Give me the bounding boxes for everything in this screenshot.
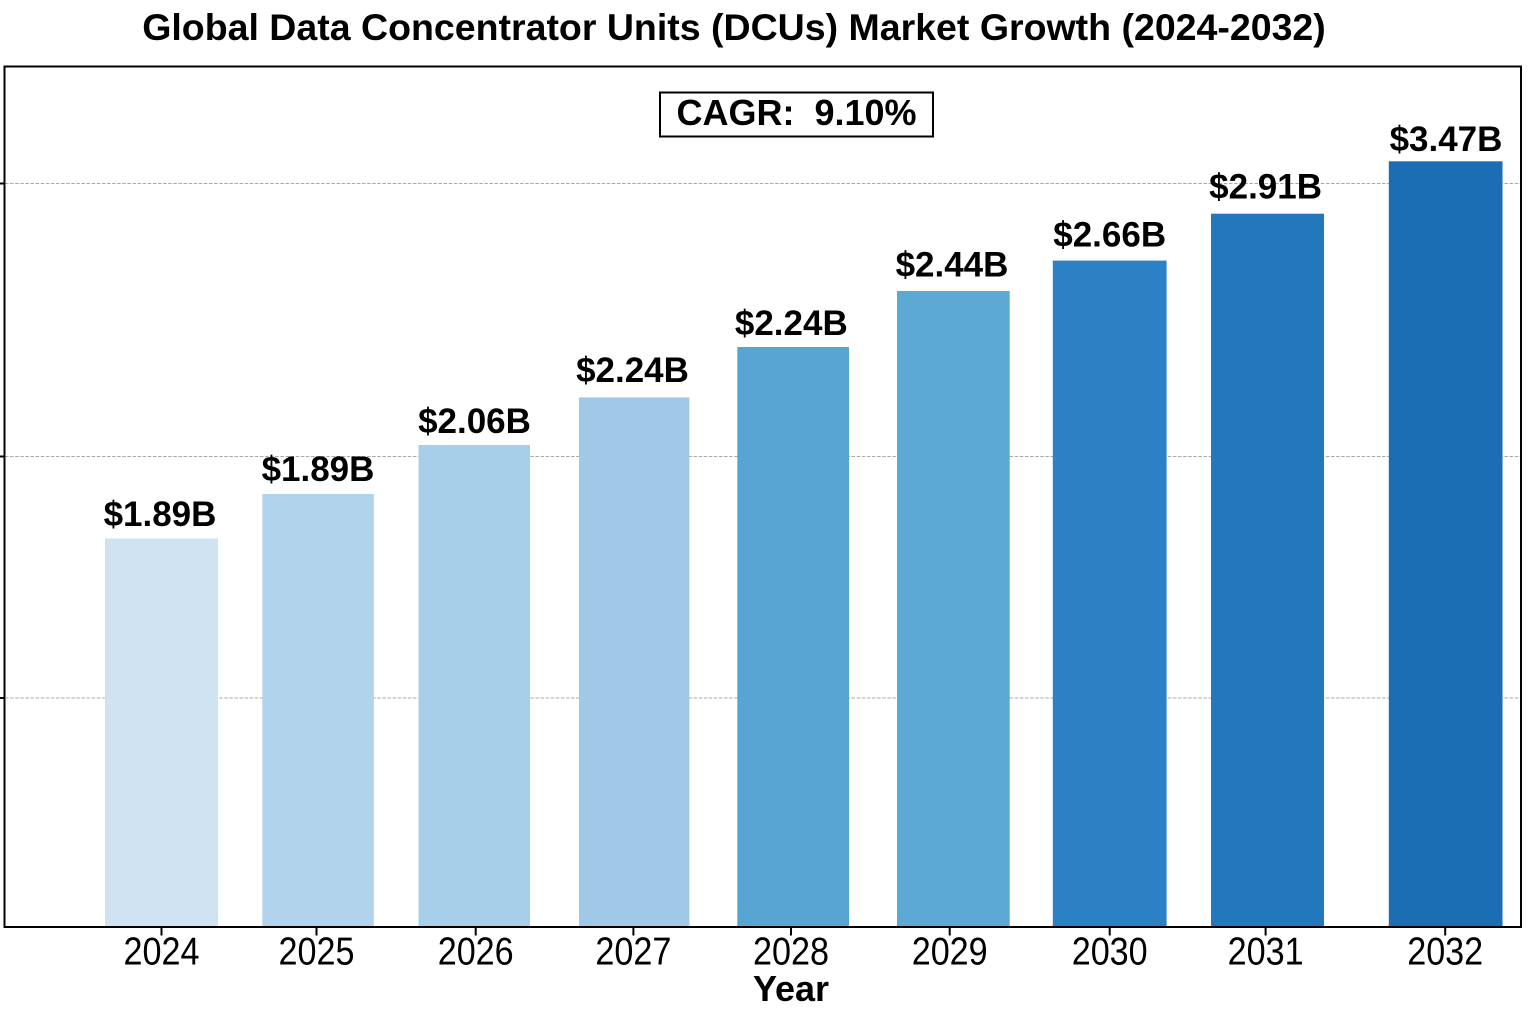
svg-text:2032: 2032	[1407, 931, 1483, 974]
svg-text:2026: 2026	[438, 931, 514, 974]
svg-text:$1.89B: $1.89B	[262, 450, 375, 489]
svg-text:$1.89B: $1.89B	[104, 495, 217, 534]
svg-text:2029: 2029	[912, 931, 988, 974]
svg-text:2027: 2027	[595, 931, 671, 974]
svg-text:Year: Year	[753, 968, 829, 1009]
svg-text:2024: 2024	[124, 931, 200, 974]
svg-text:2025: 2025	[279, 931, 355, 974]
svg-text:$3.47B: $3.47B	[1390, 120, 1503, 159]
svg-text:$2.06B: $2.06B	[418, 402, 531, 441]
svg-text:$2.91B: $2.91B	[1209, 168, 1322, 207]
svg-text:Global Data Concentrator Units: Global Data Concentrator Units (DCUs) Ma…	[142, 6, 1326, 48]
svg-text:CAGR: 9.10%: CAGR: 9.10%	[676, 92, 916, 133]
svg-text:$2.66B: $2.66B	[1053, 216, 1166, 255]
svg-text:$2.24B: $2.24B	[735, 304, 848, 343]
svg-text:2028: 2028	[753, 931, 829, 974]
svg-text:$2.44B: $2.44B	[896, 246, 1009, 285]
svg-text:$2.24B: $2.24B	[576, 351, 689, 390]
svg-text:2030: 2030	[1072, 931, 1148, 974]
svg-text:2031: 2031	[1228, 931, 1304, 974]
